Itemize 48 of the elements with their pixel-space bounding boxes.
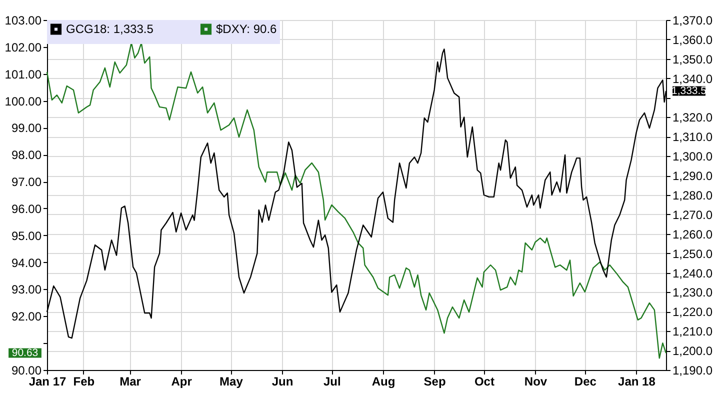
x-tick-label: Jan 18 — [618, 374, 656, 388]
y-tick-label: 94.00 — [11, 256, 42, 270]
y2-tick-label: 1,250.0 — [672, 246, 713, 261]
x-tick-label: Feb — [73, 374, 95, 388]
x-tick-label: Jan 17 — [28, 374, 67, 388]
y2-tick-label: 1,220.0 — [672, 305, 713, 320]
y2-tick-label: 1,310.0 — [672, 130, 713, 144]
y-tick-label: 99.00 — [11, 121, 42, 136]
legend-label: GCG18: 1,333.5 — [66, 22, 154, 36]
y2-tick-label: 1,370.0 — [672, 14, 713, 28]
x-tick-label: Jul — [324, 374, 341, 388]
x-tick-label: Apr — [171, 374, 192, 388]
y-tick-label: 98.00 — [11, 148, 42, 162]
y-tick-label: 96.00 — [11, 202, 42, 216]
x-tick-label: Nov — [524, 374, 548, 388]
y-tick-label: 92.00 — [11, 310, 42, 324]
y-tick-label: 93.00 — [11, 282, 42, 297]
y-tick-label: 95.00 — [11, 228, 42, 243]
y-tick-label: 100.00 — [4, 94, 42, 108]
x-tick-label: Aug — [372, 374, 396, 388]
y-tick-label: 101.00 — [4, 67, 42, 82]
y-tick-label: 97.00 — [11, 175, 42, 190]
y2-tick-label: 1,210.0 — [672, 324, 713, 339]
y2-tick-label: 1,260.0 — [672, 227, 713, 242]
y2-tick-label: 1,320.0 — [672, 110, 713, 125]
y2-tick-label: 1,230.0 — [672, 286, 713, 300]
y2-tick-label: 1,300.0 — [672, 150, 713, 164]
y2-tick-label: 1,340.0 — [672, 72, 713, 86]
y-tick-label: 90.00 — [11, 364, 42, 378]
x-tick-label: Mar — [120, 374, 142, 388]
x-tick-label: Sep — [424, 374, 446, 388]
y2-tick-label: 1,240.0 — [672, 266, 713, 280]
y2-tick-label: 1,280.0 — [672, 188, 713, 202]
x-tick-label: Jun — [272, 374, 294, 388]
x-tick-label: Oct — [474, 374, 494, 388]
y2-tick-label: 1,350.0 — [672, 52, 713, 66]
x-tick-label: May — [220, 374, 244, 388]
y2-tick-label: 1,190.0 — [672, 364, 713, 378]
x-tick-label: Dec — [574, 374, 597, 388]
text: 90.63 — [12, 347, 38, 360]
y-tick-label: 103.00 — [4, 14, 42, 28]
y-tick-label: 102.00 — [4, 40, 42, 54]
y2-tick-label: 1,200.0 — [672, 344, 713, 358]
y2-tick-label: 1,360.0 — [672, 32, 713, 47]
y2-tick-label: 1,290.0 — [672, 169, 713, 184]
y2-tick-label: 1,270.0 — [672, 208, 713, 222]
legend-label: $DXY: 90.6 — [216, 22, 278, 36]
text: 1,333.5 — [671, 84, 707, 97]
